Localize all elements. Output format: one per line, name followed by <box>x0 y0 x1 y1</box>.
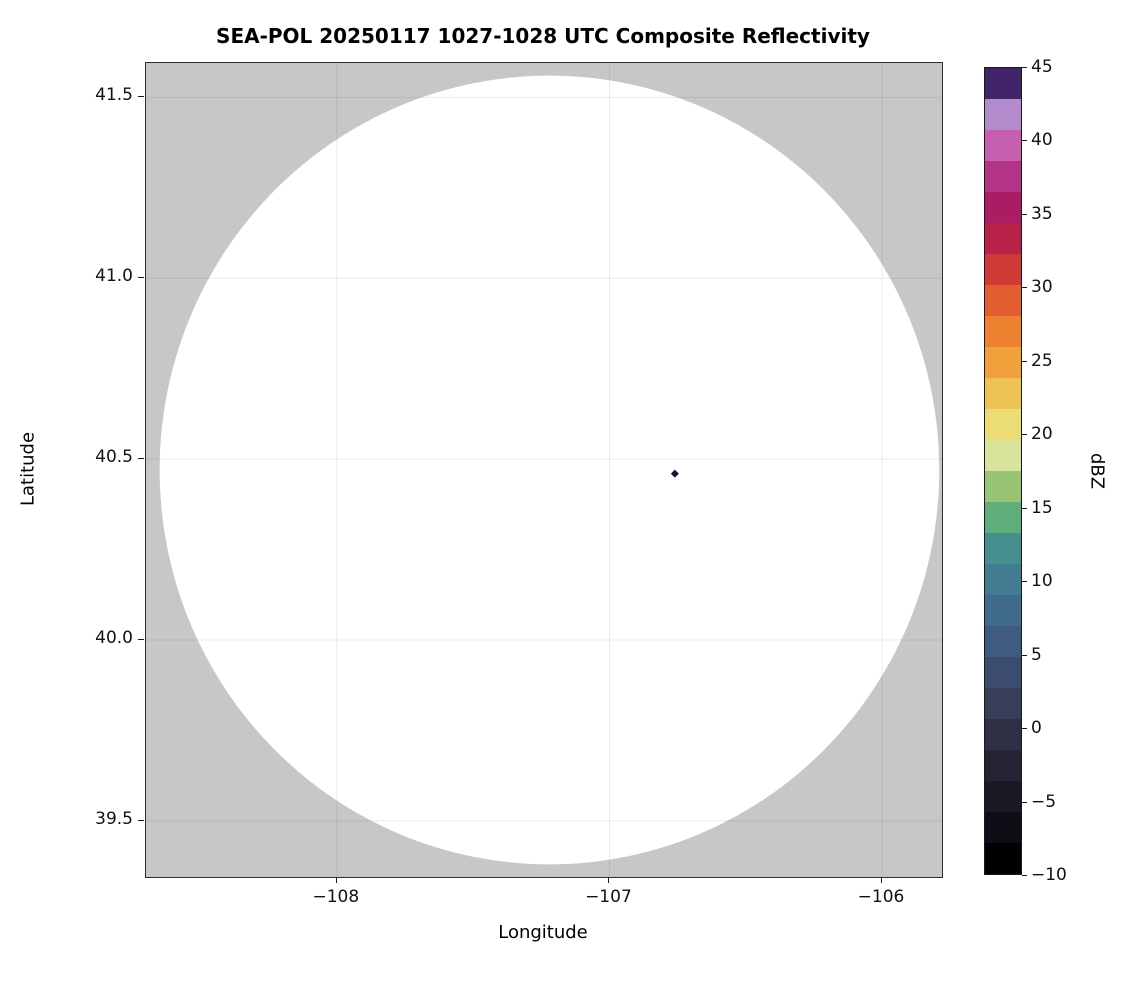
x-axis-label: Longitude <box>498 922 588 943</box>
colorbar-tick-label: 10 <box>1031 571 1053 592</box>
colorbar-tick-mark <box>1022 728 1027 730</box>
x-tick-mark <box>881 877 883 883</box>
colorbar-segment <box>985 316 1021 347</box>
y-tick-label: 41.0 <box>95 266 133 287</box>
colorbar-tick-label: −5 <box>1031 791 1057 812</box>
x-tick-label: −107 <box>585 887 632 907</box>
colorbar-tick-mark <box>1022 140 1027 142</box>
colorbar-tick-label: 15 <box>1031 497 1053 518</box>
colorbar-tick-mark <box>1022 581 1027 583</box>
colorbar-segment <box>985 564 1021 595</box>
y-tick-label: 40.5 <box>95 447 133 468</box>
colorbar-segment <box>985 781 1021 812</box>
colorbar-segment <box>985 812 1021 843</box>
colorbar-tick-mark <box>1022 875 1027 876</box>
colorbar-tick-label: 30 <box>1031 277 1053 298</box>
colorbar-tick-label: 20 <box>1031 424 1053 445</box>
colorbar-tick-mark <box>1022 213 1027 215</box>
plot-area <box>145 62 943 878</box>
y-tick-mark <box>138 639 144 641</box>
y-tick-mark <box>138 819 144 821</box>
x-tick-label: −106 <box>857 887 905 907</box>
colorbar-segment <box>985 719 1021 750</box>
colorbar-tick-label: 5 <box>1031 644 1042 665</box>
y-axis-label: Latitude <box>17 431 39 507</box>
colorbar-segment <box>985 68 1021 99</box>
y-tick-mark <box>138 96 144 98</box>
colorbar-tick-label: −10 <box>1031 865 1067 885</box>
y-tick-mark <box>138 458 144 460</box>
colorbar-segment <box>985 161 1021 192</box>
colorbar-segment <box>985 130 1021 161</box>
colorbar-segment <box>985 99 1021 130</box>
y-tick-label: 40.0 <box>95 628 133 649</box>
colorbar-segment <box>985 533 1021 564</box>
x-tick-mark <box>335 877 337 883</box>
colorbar-tick-mark <box>1022 434 1027 436</box>
colorbar-segment <box>985 657 1021 688</box>
x-tick-label: −108 <box>312 887 360 907</box>
colorbar <box>984 67 1022 875</box>
colorbar-segment <box>985 409 1021 440</box>
colorbar-tick-mark <box>1022 654 1027 656</box>
radar-coverage-circle <box>159 75 940 865</box>
colorbar-tick-label: 0 <box>1031 718 1042 739</box>
colorbar-label: dBZ <box>1086 452 1108 490</box>
colorbar-tick-label: 40 <box>1031 130 1053 151</box>
colorbar-segment <box>985 688 1021 719</box>
colorbar-segment <box>985 285 1021 316</box>
colorbar-segment <box>985 595 1021 626</box>
colorbar-tick-mark <box>1022 360 1027 362</box>
colorbar-segment <box>985 440 1021 471</box>
colorbar-tick-label: 35 <box>1031 203 1053 224</box>
colorbar-segment <box>985 471 1021 502</box>
colorbar-segment <box>985 378 1021 409</box>
colorbar-tick-label: 45 <box>1031 57 1053 77</box>
x-tick-mark <box>608 877 610 883</box>
y-tick-mark <box>138 277 144 279</box>
colorbar-tick-mark <box>1022 67 1027 68</box>
colorbar-segment <box>985 347 1021 378</box>
plot-canvas <box>146 63 942 877</box>
colorbar-segment <box>985 750 1021 781</box>
colorbar-segment <box>985 192 1021 223</box>
colorbar-segment <box>985 843 1021 874</box>
colorbar-segment <box>985 502 1021 533</box>
colorbar-segment <box>985 626 1021 657</box>
colorbar-tick-mark <box>1022 801 1027 803</box>
colorbar-segment <box>985 223 1021 254</box>
y-tick-label: 39.5 <box>95 808 133 829</box>
chart-title: SEA-POL 20250117 1027-1028 UTC Composite… <box>216 24 870 48</box>
colorbar-tick-label: 25 <box>1031 350 1053 371</box>
radar-echo <box>670 469 679 478</box>
colorbar-tick-mark <box>1022 507 1027 509</box>
colorbar-tick-mark <box>1022 287 1027 289</box>
colorbar-segment <box>985 254 1021 285</box>
y-tick-label: 41.5 <box>95 85 133 106</box>
